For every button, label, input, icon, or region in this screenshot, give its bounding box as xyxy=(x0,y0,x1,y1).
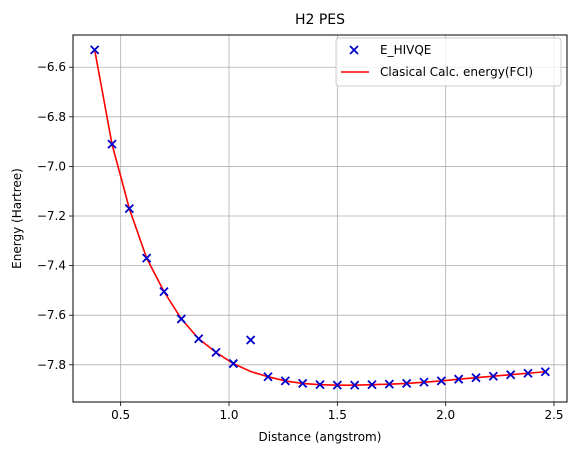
y-axis-title: Energy (Hartree) xyxy=(10,168,24,269)
legend-box xyxy=(335,37,562,87)
hivqe-point xyxy=(523,368,533,378)
hivqe-point xyxy=(488,371,498,381)
legend-label-fci: Clasical Calc. energy(FCI) xyxy=(380,65,533,79)
hivqe-point xyxy=(280,376,290,386)
hivqe-scatter-series xyxy=(90,45,550,390)
hivqe-point xyxy=(176,314,186,324)
hivqe-point xyxy=(454,374,464,384)
legend-label-hivqe: E_HIVQE xyxy=(380,43,431,57)
x-tick-label: 0.5 xyxy=(111,408,130,422)
x-tick-label: 1.0 xyxy=(219,408,238,422)
hivqe-point xyxy=(540,367,550,377)
hivqe-point xyxy=(506,370,516,380)
y-tick-label: −6.8 xyxy=(37,110,66,124)
hivqe-point xyxy=(436,376,446,386)
y-tick-label: −7.2 xyxy=(37,209,66,223)
x-axis-title: Distance (angstrom) xyxy=(259,430,382,444)
hivqe-point xyxy=(419,377,429,387)
y-axis-ticks: −6.6 −6.8 −7.0 −7.2 −7.4 −7.6 −7.8 xyxy=(37,60,73,372)
hivqe-point xyxy=(107,139,117,149)
hivqe-point xyxy=(350,380,360,390)
hivqe-point xyxy=(402,378,412,389)
hivqe-point xyxy=(263,372,273,382)
hivqe-point xyxy=(90,45,100,55)
hivqe-point xyxy=(471,373,481,383)
grid xyxy=(73,35,567,402)
y-tick-label: −7.0 xyxy=(37,159,66,173)
hivqe-point xyxy=(384,379,394,389)
hivqe-point xyxy=(194,334,204,344)
hivqe-point xyxy=(332,380,342,390)
hivqe-point xyxy=(298,378,308,389)
legend: E_HIVQE Clasical Calc. energy(FCI) xyxy=(335,37,562,87)
hivqe-point xyxy=(367,380,377,390)
legend-marker-hivqe xyxy=(349,45,359,55)
hivqe-point xyxy=(315,380,325,390)
y-tick-label: −7.4 xyxy=(37,259,66,273)
x-tick-label: 1.5 xyxy=(328,408,347,422)
hivqe-point xyxy=(159,287,169,297)
fci-line-series xyxy=(93,49,546,386)
hivqe-point xyxy=(142,253,152,263)
y-tick-label: −7.6 xyxy=(37,308,66,322)
x-axis-ticks: 0.5 1.0 1.5 2.0 2.5 xyxy=(111,402,564,422)
y-tick-label: −6.6 xyxy=(37,60,66,74)
hivqe-point xyxy=(228,358,238,369)
x-tick-label: 2.5 xyxy=(544,408,563,422)
x-tick-label: 2.0 xyxy=(436,408,455,422)
hivqe-point xyxy=(246,335,256,345)
hivqe-point xyxy=(124,203,134,214)
plot-frame xyxy=(72,34,568,403)
fci-energy-line xyxy=(93,49,546,386)
chart-title: H2 PES xyxy=(295,12,345,28)
y-tick-label: −7.8 xyxy=(37,358,66,372)
hivqe-point xyxy=(211,347,221,358)
